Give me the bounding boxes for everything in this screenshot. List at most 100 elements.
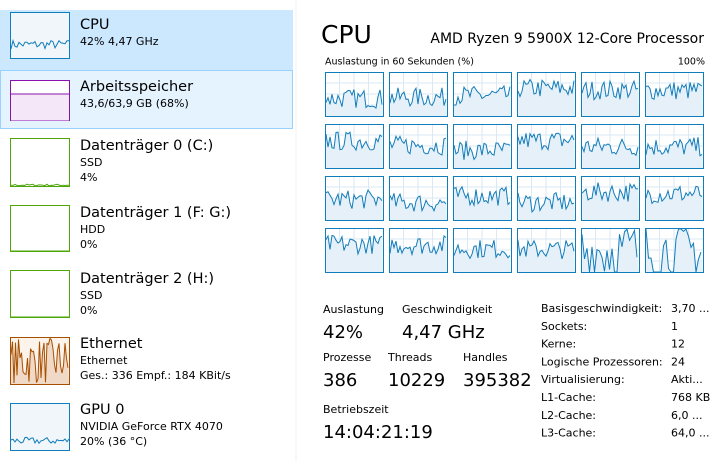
stat-label: Betriebszeit xyxy=(323,403,389,416)
graph-fill xyxy=(518,192,575,220)
graph-line xyxy=(517,191,575,214)
detail-label: L1-Cache: xyxy=(541,391,596,404)
thumbnail xyxy=(10,270,70,318)
detail-label: L2-Cache: xyxy=(541,409,596,422)
graph-line xyxy=(645,82,703,100)
stat-label: Auslastung xyxy=(323,303,384,316)
graph-fill xyxy=(582,182,639,220)
stat-label: Geschwindigkeit xyxy=(402,303,493,316)
detail-label: Sockets: xyxy=(541,320,587,333)
graph-line xyxy=(389,192,447,213)
graph-fill xyxy=(646,137,703,168)
thumbnail xyxy=(10,138,70,187)
graph-line xyxy=(645,228,702,273)
graph-fill xyxy=(646,229,703,272)
graph-line xyxy=(454,84,511,106)
item-title: Arbeitsspeicher xyxy=(80,79,193,95)
detail-value: 6,0 ... xyxy=(671,409,702,422)
graph-fill xyxy=(326,132,383,168)
graph-fill xyxy=(582,229,639,272)
detail-label: L3-Cache: xyxy=(541,427,596,440)
graph-line xyxy=(581,136,639,157)
graph-line xyxy=(389,86,447,108)
graph-label: Auslastung in 60 Sekunden (%) xyxy=(325,57,474,68)
thumbnail xyxy=(10,12,70,59)
graph-line xyxy=(325,234,383,256)
thumbnail xyxy=(10,205,70,252)
graph-line xyxy=(517,78,575,98)
item-subtitle: 0% xyxy=(80,304,97,317)
graph-fill xyxy=(390,193,447,220)
thumbnail xyxy=(10,403,70,451)
graph-line xyxy=(645,137,703,157)
graph-fill xyxy=(326,190,383,220)
graph-line xyxy=(581,182,639,202)
stat-label: Handles xyxy=(463,351,508,364)
item-subtitle: Ges.: 336 Empf.: 184 KBit/s xyxy=(80,369,231,382)
detail-label: Logische Prozessoren: xyxy=(541,355,663,368)
graph-line xyxy=(10,183,70,187)
item-title: Datenträger 2 (H:) xyxy=(80,271,214,287)
graph-line xyxy=(10,436,70,445)
detail-label: Basisgeschwindigkeit: xyxy=(541,302,662,315)
processor-name: AMD Ryzen 9 5900X 12-Core Processor xyxy=(430,31,704,47)
stat-value: 395382 xyxy=(463,370,532,391)
graph-line xyxy=(453,140,511,161)
graph-fill xyxy=(454,240,511,272)
graph-line xyxy=(645,185,703,205)
graph-fill xyxy=(326,235,383,272)
thumbnail-fill xyxy=(11,94,69,121)
graph-line xyxy=(581,227,638,273)
graph-fill xyxy=(454,86,511,116)
stat-value: 42% xyxy=(323,322,363,343)
detail-label: Kerne: xyxy=(541,338,576,351)
detail-value: 1 xyxy=(671,320,678,333)
stat-value: 4,47 GHz xyxy=(402,322,485,343)
graph-line xyxy=(581,79,639,101)
graph-max: 100% xyxy=(678,57,705,68)
item-title: CPU xyxy=(80,17,109,33)
detail-value: 12 xyxy=(671,338,685,351)
graph-fill xyxy=(582,81,639,116)
detail-value: Akti... xyxy=(671,373,703,386)
item-subtitle: 42% 4,47 GHz xyxy=(80,35,159,48)
detail-value: 768 KB xyxy=(671,391,710,404)
graph-line xyxy=(389,234,447,257)
detail-value: 3,70 ... xyxy=(671,302,709,315)
item-subtitle: Ethernet xyxy=(80,354,128,367)
graph-line xyxy=(517,132,575,151)
item-subtitle: 20% (36 °C) xyxy=(80,435,147,448)
graph-fill xyxy=(390,235,447,272)
graph-line xyxy=(517,239,575,260)
item-subtitle: 43,6/63,9 GB (68%) xyxy=(80,97,189,110)
stat-value: 10229 xyxy=(388,370,445,391)
item-title: Ethernet xyxy=(80,336,143,352)
item-subtitle: SSD xyxy=(80,156,102,169)
item-subtitle: 0% xyxy=(80,238,97,251)
stat-label: Threads xyxy=(387,351,432,364)
detail-value: 64,0 ... xyxy=(671,427,709,440)
stat-value: 386 xyxy=(323,370,357,391)
stat-value: 14:04:21:19 xyxy=(323,422,433,443)
page-title: CPU xyxy=(321,20,372,49)
graph-line xyxy=(325,189,383,209)
item-title: Datenträger 0 (C:) xyxy=(80,138,213,154)
graph-line xyxy=(389,134,447,156)
graph-line xyxy=(453,240,511,260)
item-subtitle: 4% xyxy=(80,171,97,184)
graph-line xyxy=(10,38,69,51)
graph-line xyxy=(325,89,383,109)
item-title: GPU 0 xyxy=(80,402,124,418)
detail-label: Virtualisierung: xyxy=(541,373,625,386)
graph-fill xyxy=(326,89,383,116)
graph-line xyxy=(453,185,511,208)
graph-line xyxy=(10,337,69,384)
item-title: Datenträger 1 (F: G:) xyxy=(80,205,231,221)
item-subtitle: HDD xyxy=(80,223,105,236)
detail-value: 24 xyxy=(671,355,685,368)
item-subtitle: SSD xyxy=(80,289,102,302)
graph-fill xyxy=(390,136,447,168)
item-subtitle: NVIDIA GeForce RTX 4070 xyxy=(80,420,223,433)
graph-fill xyxy=(518,79,575,116)
graph-line xyxy=(325,131,383,152)
